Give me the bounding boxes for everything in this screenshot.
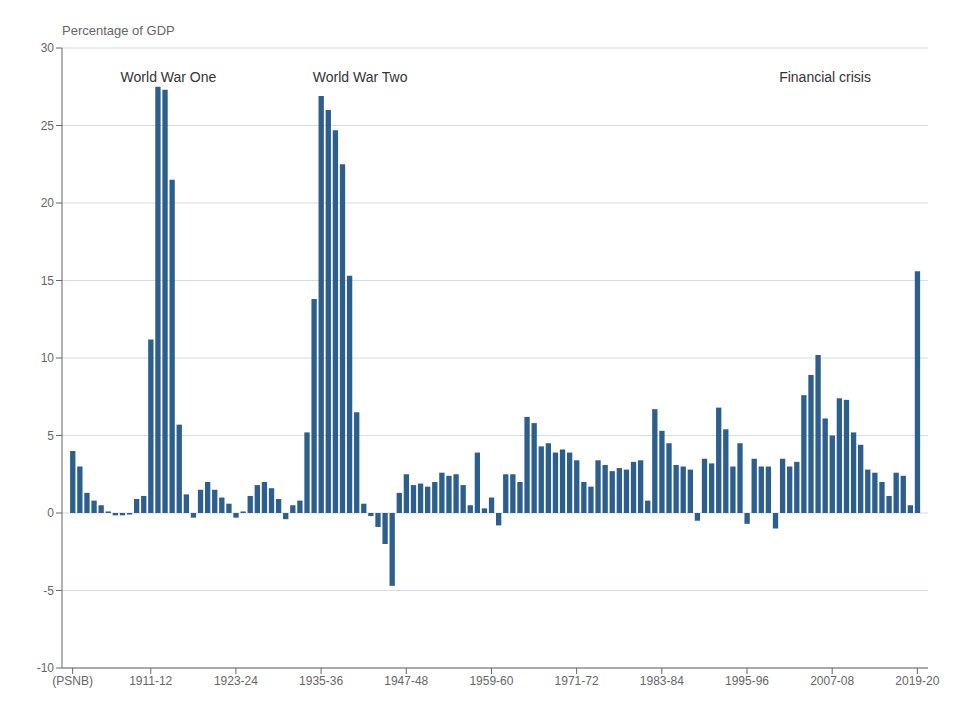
- svg-text:2007-08: 2007-08: [810, 674, 854, 688]
- svg-text:0: 0: [47, 506, 54, 520]
- svg-text:5: 5: [47, 429, 54, 443]
- svg-text:20: 20: [41, 196, 55, 210]
- svg-text:25: 25: [41, 119, 55, 133]
- svg-text:1911-12: 1911-12: [129, 674, 172, 688]
- svg-text:Financial crisis: Financial crisis: [779, 69, 871, 85]
- svg-text:1935-36: 1935-36: [299, 674, 343, 688]
- svg-text:30: 30: [41, 41, 55, 55]
- svg-text:1947-48: 1947-48: [384, 674, 428, 688]
- svg-text:10: 10: [41, 351, 55, 365]
- svg-text:1959-60: 1959-60: [469, 674, 513, 688]
- svg-text:1971-72: 1971-72: [555, 674, 599, 688]
- svg-text:1923-24: 1923-24: [214, 674, 258, 688]
- svg-text:-5: -5: [43, 584, 54, 598]
- svg-text:(PSNB): (PSNB): [52, 674, 93, 688]
- html-text:Percentage of GDP: Percentage of GDP: [62, 23, 175, 38]
- svg-text:-10: -10: [37, 661, 55, 675]
- svg-text:2019-20: 2019-20: [895, 674, 939, 688]
- svg-text:World War Two: World War Two: [313, 69, 408, 85]
- svg-text:1995-96: 1995-96: [725, 674, 769, 688]
- svg-text:World War One: World War One: [121, 69, 217, 85]
- svg-text:15: 15: [41, 274, 55, 288]
- svg-text:1983-84: 1983-84: [640, 674, 684, 688]
